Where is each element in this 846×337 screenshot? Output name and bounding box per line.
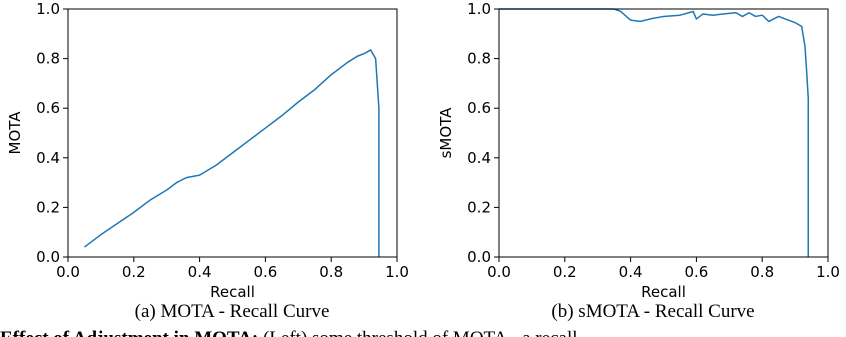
x-tick-label-a-3: 0.6 xyxy=(253,263,277,281)
y-tick-label-a-0: 0.0 xyxy=(36,248,60,266)
caption-b: (b) sMOTA - Recall Curve xyxy=(551,301,754,322)
x-tick-label-b-5: 1.0 xyxy=(816,263,840,281)
y-axis-label-b: sMOTA xyxy=(437,107,455,159)
x-tick-label-b-3: 0.6 xyxy=(684,263,708,281)
caption-a: (a) MOTA - Recall Curve xyxy=(135,301,330,322)
y-tick-label-b-1: 0.2 xyxy=(467,198,491,216)
x-tick-label-b-0: 0.0 xyxy=(487,263,511,281)
footer-text: Effect of Adjustment in MOTA: (Left) som… xyxy=(0,328,578,337)
x-tick-label-a-5: 1.0 xyxy=(385,263,409,281)
y-tick-label-a-3: 0.6 xyxy=(36,99,60,117)
chart-smota-recall: 0.0 0.2 0.4 0.6 0.8 1.0 0.0 0.2 0.4 0.6 0.8 1.0 Reca… xyxy=(437,0,840,301)
x-tick-label-a-0: 0.0 xyxy=(56,263,80,281)
x-axis-label-a: Recall xyxy=(210,283,255,301)
x-tick-label-a-2: 0.4 xyxy=(188,263,212,281)
y-tick-label-a-4: 0.8 xyxy=(36,50,60,68)
x-tick-label-b-4: 0.8 xyxy=(750,263,774,281)
y-tick-label-b-4: 0.8 xyxy=(467,50,491,68)
x-tick-label-a-4: 0.8 xyxy=(319,263,343,281)
y-tick-label-a-5: 1.0 xyxy=(36,0,60,18)
plot-frame-a xyxy=(67,8,398,258)
plot-frame-b xyxy=(498,8,829,258)
chart-mota-recall: 0.0 0.2 0.4 0.6 0.8 1.0 0.0 0.2 0.4 0.6 0.8 1.0 Reca… xyxy=(6,0,409,301)
y-tick-label-b-0: 0.0 xyxy=(467,248,491,266)
y-tick-label-b-5: 1.0 xyxy=(467,0,491,18)
y-tick-label-b-3: 0.6 xyxy=(467,99,491,117)
footer-rest: (Left) some threshold of MOTA - a recall xyxy=(258,328,577,337)
x-axis-label-b: Recall xyxy=(641,283,686,301)
y-tick-label-a-2: 0.4 xyxy=(36,149,60,167)
y-tick-label-b-2: 0.4 xyxy=(467,149,491,167)
series-line-b-0 xyxy=(499,8,810,257)
x-tick-label-b-1: 0.2 xyxy=(553,263,577,281)
x-tick-label-b-2: 0.4 xyxy=(619,263,643,281)
footer-bold: Effect of Adjustment in MOTA: xyxy=(0,328,258,337)
y-tick-label-a-1: 0.2 xyxy=(36,198,60,216)
x-tick-label-a-1: 0.2 xyxy=(122,263,146,281)
series-line-a-0 xyxy=(83,49,380,257)
y-axis-label-a: MOTA xyxy=(6,111,24,155)
